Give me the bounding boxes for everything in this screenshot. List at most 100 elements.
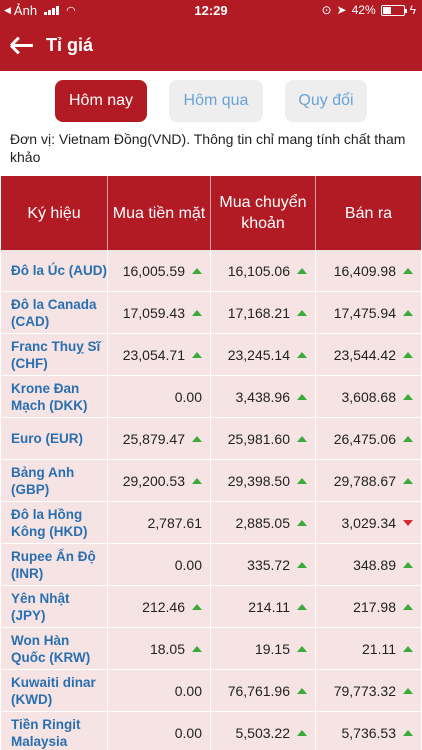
back-to-app-label[interactable]: Ảnh	[13, 3, 38, 18]
cash-buy-value-cell: 16,005.59	[108, 250, 211, 291]
table-row[interactable]: Euro (EUR) 25,879.47 25,981.60 26,475.06	[1, 418, 421, 460]
battery-percent: 42%	[351, 3, 376, 17]
trend-up-icon	[403, 561, 413, 569]
currency-name: Đô la Úc (AUD)	[1, 250, 108, 291]
currency-name: Tiền Ringit Malaysia	[1, 712, 108, 750]
trend-up-icon	[297, 435, 307, 443]
unit-note: Đơn vị: Vietnam Đồng(VND). Thông tin chỉ…	[10, 131, 406, 165]
tab-yesterday[interactable]: Hôm qua	[169, 80, 263, 122]
trend-up-icon	[403, 645, 413, 653]
cash-buy-value-cell: 0.00	[108, 712, 211, 750]
transfer-buy-value-cell: 16,105.06	[211, 250, 316, 291]
sell-value: 17,475.94	[333, 304, 396, 321]
sell-value: 3,029.34	[341, 514, 397, 531]
currency-name: Yên Nhật (JPY)	[1, 586, 108, 627]
cash-buy-value: 0.00	[174, 388, 202, 405]
transfer-buy-value: 23,245.14	[227, 346, 290, 363]
sell-value-cell: 348.89	[316, 544, 421, 585]
currency-name: Rupee Ấn Độ (INR)	[1, 544, 108, 585]
header-transfer-buy: Mua chuyển khoản	[211, 176, 316, 250]
sell-value: 16,409.98	[333, 262, 396, 279]
trend-up-icon	[297, 729, 307, 737]
trend-up-icon	[297, 645, 307, 653]
header-sell: Bán ra	[344, 204, 393, 222]
transfer-buy-value: 16,105.06	[227, 262, 290, 279]
cash-buy-value-cell: 29,200.53	[108, 460, 211, 501]
wifi-icon: ◠	[66, 5, 76, 17]
cash-buy-value-cell: 25,879.47	[108, 418, 211, 459]
currency-name: Đô la Canada (CAD)	[1, 292, 108, 333]
transfer-buy-value: 25,981.60	[227, 430, 290, 447]
transfer-buy-value: 214.11	[248, 598, 290, 615]
transfer-buy-value: 19.15	[254, 640, 290, 657]
table-row[interactable]: Rupee Ấn Độ (INR) 0.00 335.72 348.89	[1, 544, 421, 586]
trend-up-icon	[297, 309, 307, 317]
status-bar: ◀ Ảnh ◠ 12:29 ⊙ ➤ 42% ϟ	[0, 0, 422, 22]
back-arrow-icon[interactable]	[9, 35, 36, 55]
sell-value: 3,608.68	[341, 388, 397, 405]
cash-buy-value: 0.00	[174, 556, 202, 573]
cash-buy-value-cell: 23,054.71	[108, 334, 211, 375]
sell-value: 23,544.42	[333, 346, 396, 363]
trend-up-icon	[192, 267, 202, 275]
trend-up-icon	[192, 435, 202, 443]
sell-value-cell: 79,773.32	[316, 670, 421, 711]
currency-name: Euro (EUR)	[1, 418, 108, 459]
sell-value-cell: 17,475.94	[316, 292, 421, 333]
table-row[interactable]: Bảng Anh (GBP) 29,200.53 29,398.50 29,788.6…	[1, 460, 421, 502]
table-row[interactable]: Tiền Ringit Malaysia 0.00 5,503.22 5,736.53	[1, 712, 421, 750]
tab-today[interactable]: Hôm nay	[55, 80, 147, 122]
transfer-buy-value-cell: 25,981.60	[211, 418, 316, 459]
transfer-buy-value: 76,761.96	[227, 682, 290, 699]
transfer-buy-value-cell: 76,761.96	[211, 670, 316, 711]
nav-bar: Tỉ giá	[0, 30, 422, 60]
tab-bar: Hôm nay Hôm qua Quy đổi	[0, 80, 422, 122]
sell-value: 79,773.32	[333, 682, 396, 699]
location-icon: ➤	[336, 3, 347, 17]
transfer-buy-value: 29,398.50	[227, 472, 290, 489]
sell-value-cell: 3,608.68	[316, 376, 421, 417]
table-row[interactable]: Kuwaiti dinar (KWD) 0.00 76,761.96 79,773.3…	[1, 670, 421, 712]
trend-up-icon	[297, 687, 307, 695]
trend-up-icon	[297, 351, 307, 359]
transfer-buy-value: 17,168.21	[227, 304, 290, 321]
table-row[interactable]: Krone Đan Mạch (DKK) 0.00 3,438.96 3,608.68	[1, 376, 421, 418]
trend-up-icon	[403, 435, 413, 443]
table-row[interactable]: Won Hàn Quốc (KRW) 18.05 19.15 21.11	[1, 628, 421, 670]
trend-up-icon	[403, 267, 413, 275]
transfer-buy-value: 2,885.05	[235, 514, 291, 531]
transfer-buy-value-cell: 23,245.14	[211, 334, 316, 375]
table-row[interactable]: Đô la Canada (CAD) 17,059.43 17,168.21 17,4…	[1, 292, 421, 334]
trend-up-icon	[403, 729, 413, 737]
header-symbol: Ký hiệu	[1, 176, 108, 250]
sell-value-cell: 16,409.98	[316, 250, 421, 291]
transfer-buy-value-cell: 19.15	[211, 628, 316, 669]
cash-buy-value-cell: 0.00	[108, 376, 211, 417]
transfer-buy-value: 335.72	[247, 556, 290, 573]
page-title: Tỉ giá	[46, 34, 94, 55]
cash-buy-value-cell: 0.00	[108, 670, 211, 711]
currency-name: Won Hàn Quốc (KRW)	[1, 628, 108, 669]
trend-up-icon	[403, 309, 413, 317]
currency-name: Bảng Anh (GBP)	[1, 460, 108, 501]
trend-up-icon	[192, 309, 202, 317]
charging-icon: ϟ	[409, 3, 416, 17]
sell-value: 21.11	[362, 640, 396, 657]
table-row[interactable]: Franc Thuỵ Sĩ (CHF) 23,054.71 23,245.14 23,…	[1, 334, 421, 376]
cash-buy-value-cell: 0.00	[108, 544, 211, 585]
exchange-rate-table: Ký hiệu Mua tiền mặt Mua chuyển khoản Bá…	[1, 176, 421, 750]
currency-name: Krone Đan Mạch (DKK)	[1, 376, 108, 417]
tab-convert[interactable]: Quy đổi	[285, 80, 367, 122]
status-left: ◀ Ảnh ◠	[4, 3, 76, 18]
table-header: Ký hiệu Mua tiền mặt Mua chuyển khoản Bá…	[1, 176, 421, 250]
table-row[interactable]: Yên Nhật (JPY) 212.46 214.11 217.98	[1, 586, 421, 628]
trend-up-icon	[297, 603, 307, 611]
sell-value-cell: 29,788.67	[316, 460, 421, 501]
cash-buy-value: 25,879.47	[122, 430, 185, 447]
sell-value: 26,475.06	[333, 430, 396, 447]
trend-up-icon	[297, 561, 307, 569]
transfer-buy-value-cell: 17,168.21	[211, 292, 316, 333]
back-to-app-icon[interactable]: ◀	[4, 5, 11, 15]
table-row[interactable]: Đô la Hồng Kông (HKD) 2,787.61 2,885.05 3,0…	[1, 502, 421, 544]
table-row[interactable]: Đô la Úc (AUD) 16,005.59 16,105.06 16,409.9…	[1, 250, 421, 292]
